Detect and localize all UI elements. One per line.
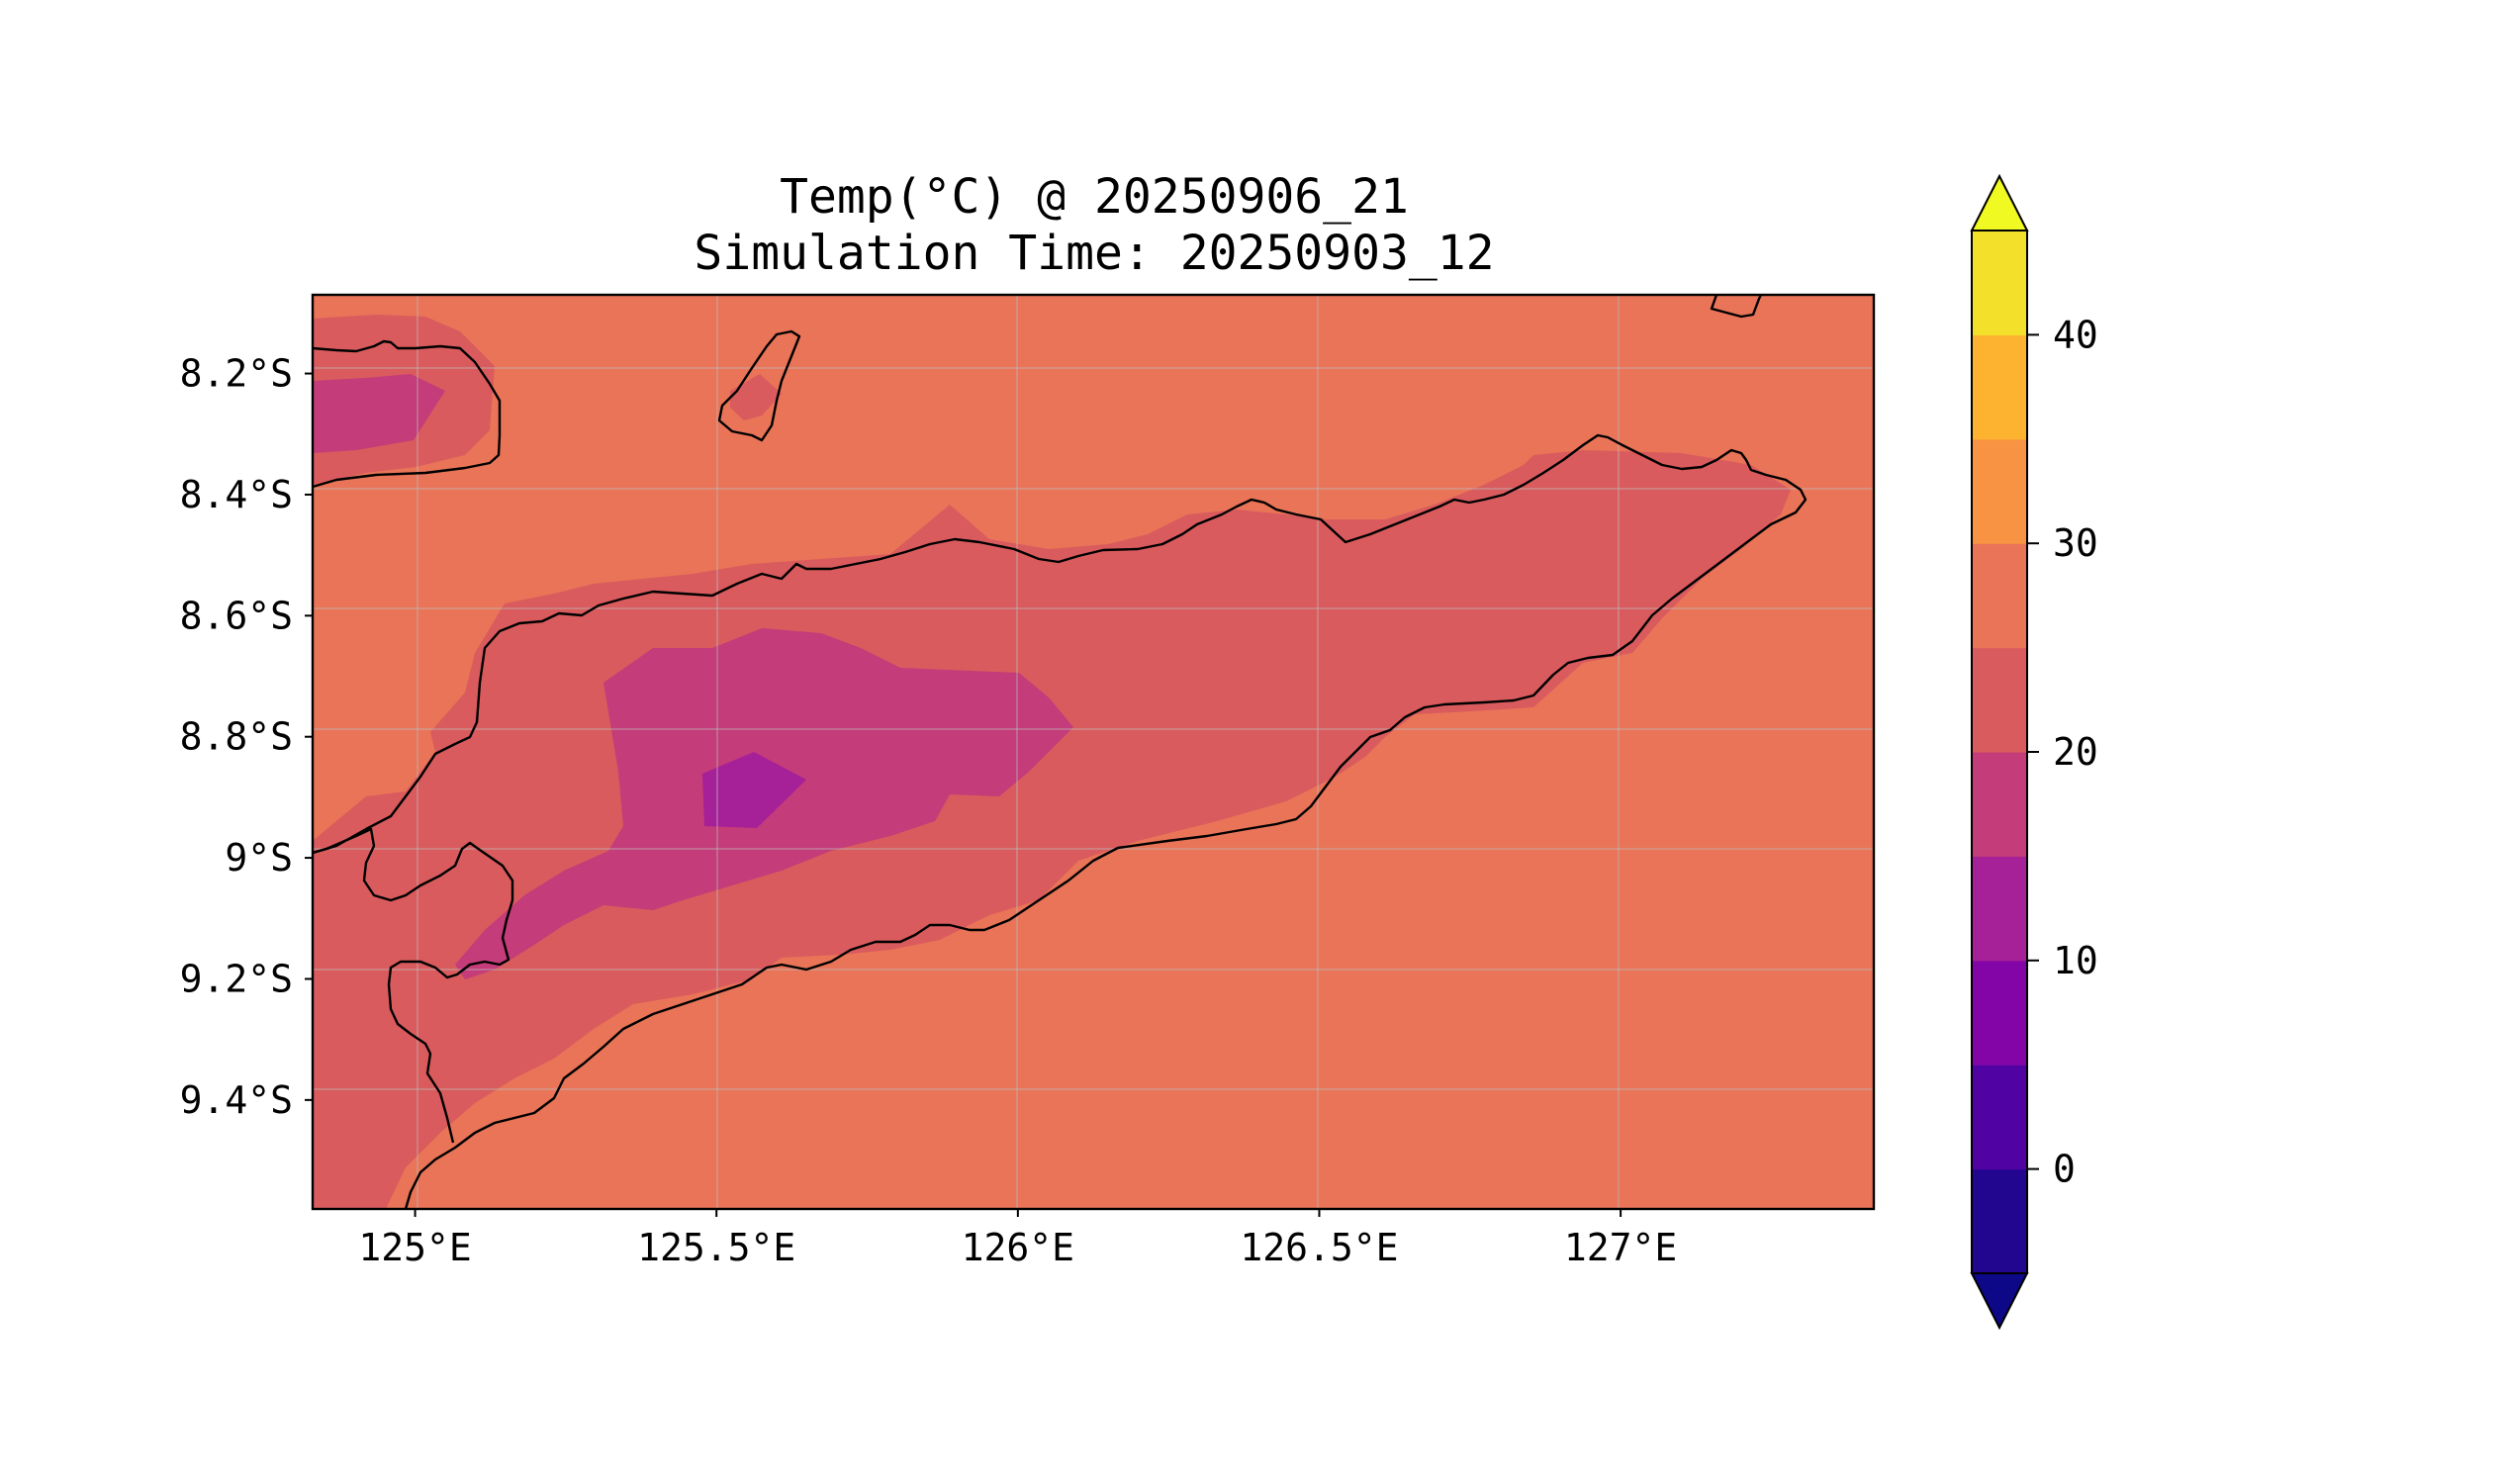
colorbar-segment xyxy=(1972,231,2027,335)
colorbar-segment xyxy=(1972,1065,2027,1170)
x-tick-label: 125°E xyxy=(358,1226,471,1269)
x-tick-label: 126.5°E xyxy=(1240,1226,1398,1269)
map-frame xyxy=(311,293,1876,1211)
colorbar-segment xyxy=(1972,438,2027,544)
y-tick-label: 9.4°S xyxy=(180,1078,293,1122)
colorbar-segment xyxy=(1972,543,2027,649)
colorbar-segment xyxy=(1972,752,2027,857)
map-gridlines xyxy=(313,295,1874,1209)
temperature-band-20-25-islet xyxy=(730,374,782,420)
map-title-line2: Simulation Time: 20250903_12 xyxy=(694,226,1494,281)
colorbar: 0 10 20 30 40 xyxy=(1970,173,2098,1331)
latitude-axis: 8.2°S 8.4°S 8.6°S 8.8°S 9°S 9.2°S 9.4°S xyxy=(180,352,313,1122)
colorbar-tick-label: 30 xyxy=(2053,521,2098,565)
map-title-line1: Temp(°C) @ 20250906_21 xyxy=(780,169,1409,225)
coastline-oecusse xyxy=(313,827,514,1144)
longitude-axis: 125°E 125.5°E 126°E 126.5°E 127°E xyxy=(358,1209,1677,1269)
temperature-band-15-20-west xyxy=(313,374,445,453)
colorbar-segment xyxy=(1972,647,2027,753)
coastline-west-island-top xyxy=(313,339,502,489)
colorbar-over-arrow xyxy=(1970,173,2029,232)
temperature-band-10-15 xyxy=(702,752,806,828)
colorbar-segment xyxy=(1972,1168,2027,1274)
x-tick-label: 126°E xyxy=(962,1226,1074,1269)
coastline-atauro-islet xyxy=(717,329,801,442)
y-tick-label: 8.8°S xyxy=(180,715,293,759)
colorbar-segment xyxy=(1972,334,2027,440)
temperature-band-20-25 xyxy=(313,450,1791,1209)
colorbar-under-arrow xyxy=(1970,1272,2029,1331)
coastlines xyxy=(313,295,1808,1209)
y-tick-label: 8.6°S xyxy=(180,594,293,637)
colorbar-segment xyxy=(1972,960,2027,1066)
colorbar-tick-label: 0 xyxy=(2053,1148,2076,1191)
y-tick-label: 9.2°S xyxy=(180,957,293,1000)
map-panel xyxy=(313,295,1874,1209)
coastline-northeast-islet xyxy=(1710,295,1763,319)
y-tick-label: 8.2°S xyxy=(180,352,293,396)
colorbar-tick-label: 40 xyxy=(2053,313,2098,356)
colorbar-tick-label: 10 xyxy=(2053,939,2098,982)
colorbar-tick-label: 20 xyxy=(2053,730,2098,774)
x-tick-label: 125.5°E xyxy=(637,1226,795,1269)
colorbar-segment xyxy=(1972,856,2027,962)
x-tick-label: 127°E xyxy=(1564,1226,1677,1269)
y-tick-label: 9°S xyxy=(225,836,293,880)
coastline-timor-north xyxy=(313,433,1808,1209)
y-tick-label: 8.4°S xyxy=(180,473,293,516)
